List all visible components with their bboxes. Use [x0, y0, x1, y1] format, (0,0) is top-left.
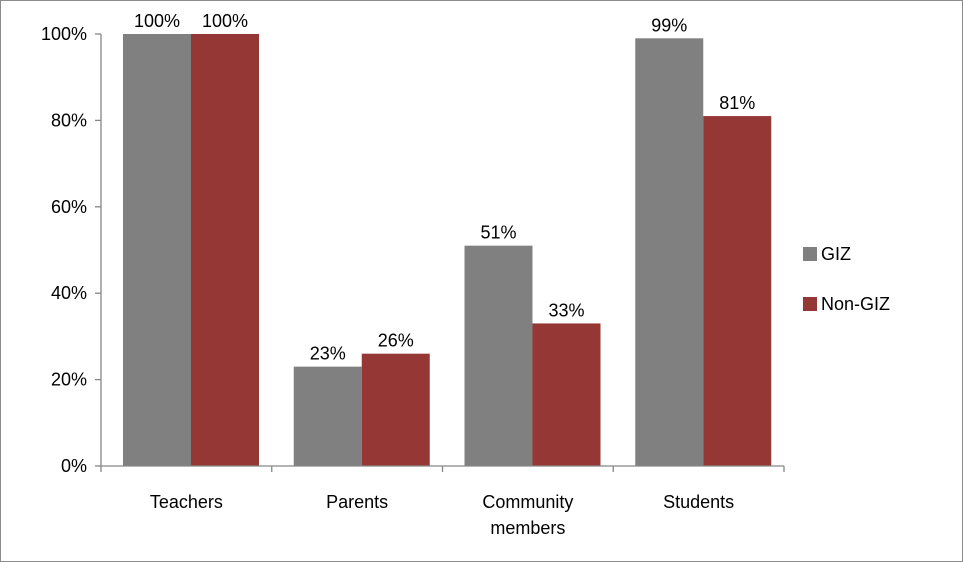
- data-label: 33%: [548, 300, 584, 320]
- data-label: 81%: [719, 93, 755, 113]
- y-tick-label: 80%: [51, 110, 87, 130]
- bar-giz-3: [635, 38, 704, 466]
- legend-swatch: [803, 247, 817, 261]
- category-label-line: Parents: [326, 492, 388, 512]
- y-tick-label: 0%: [61, 456, 87, 476]
- category-label-line: Community: [482, 492, 573, 512]
- legend-swatch: [803, 297, 817, 311]
- legend-label: GIZ: [821, 244, 851, 264]
- category-label: Teachers: [150, 492, 223, 512]
- bar-non-giz-0: [191, 34, 259, 466]
- y-tick-label: 100%: [41, 24, 87, 44]
- y-tick-label: 20%: [51, 370, 87, 390]
- data-label: 23%: [310, 344, 346, 364]
- bar-giz-0: [123, 34, 191, 466]
- category-label-line: members: [490, 518, 565, 538]
- category-label: Parents: [326, 492, 388, 512]
- data-label: 26%: [378, 331, 414, 351]
- category-label-line: Teachers: [150, 492, 223, 512]
- bar-non-giz-1: [361, 353, 430, 466]
- category-label: Students: [663, 492, 734, 512]
- bar-non-giz-3: [703, 116, 772, 466]
- bar-non-giz-2: [532, 323, 601, 466]
- y-tick-label: 40%: [51, 283, 87, 303]
- data-label: 99%: [651, 15, 687, 35]
- data-label: 100%: [134, 11, 180, 31]
- category-label-line: Students: [663, 492, 734, 512]
- legend-label: Non-GIZ: [821, 294, 890, 314]
- bar-giz-2: [464, 245, 533, 466]
- bar-giz-1: [293, 366, 362, 466]
- data-label: 100%: [202, 11, 248, 31]
- data-label: 51%: [480, 223, 516, 243]
- y-tick-label: 60%: [51, 197, 87, 217]
- category-label: Community members: [482, 492, 573, 538]
